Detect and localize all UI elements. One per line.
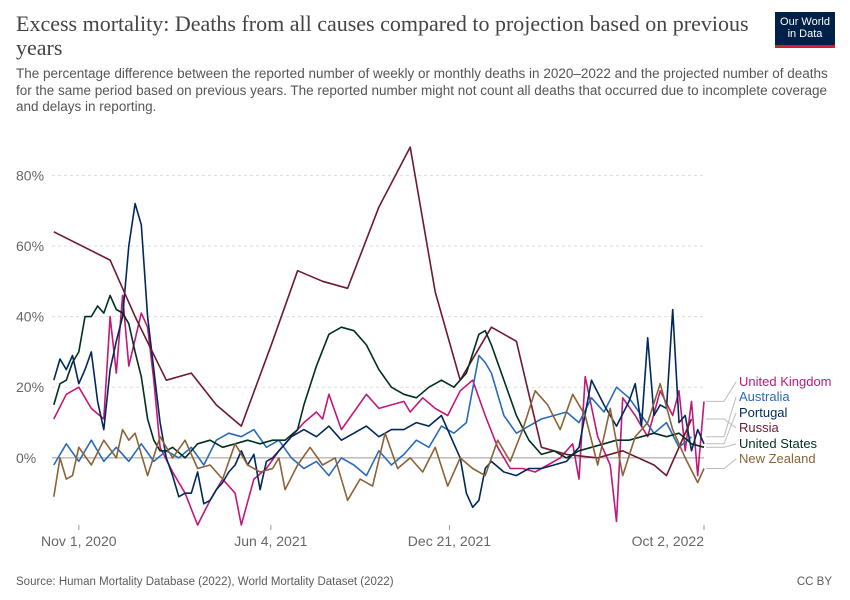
legend-label-united-kingdom: United Kingdom bbox=[739, 374, 832, 389]
y-tick-label: 40% bbox=[16, 309, 44, 325]
y-tick-label: 20% bbox=[16, 379, 44, 395]
legend-label-portugal: Portugal bbox=[739, 405, 788, 420]
series-line-russia bbox=[53, 146, 693, 477]
series-line-australia bbox=[53, 354, 693, 477]
y-tick-label: 0% bbox=[16, 450, 36, 466]
owid-logo[interactable]: Our World in Data bbox=[775, 12, 835, 48]
legend-connector bbox=[706, 418, 737, 429]
y-tick-label: 60% bbox=[16, 238, 44, 254]
x-tick-label: Oct 2, 2022 bbox=[632, 533, 705, 549]
logo-line-2: in Data bbox=[787, 28, 823, 40]
logo-line-1: Our World bbox=[780, 16, 830, 28]
series-line-new-zealand bbox=[53, 382, 705, 502]
chart-subtitle: The percentage difference between the re… bbox=[16, 66, 828, 114]
legend-connector bbox=[706, 443, 737, 448]
x-tick-label: Dec 21, 2021 bbox=[408, 533, 491, 549]
legend-label-australia: Australia bbox=[739, 389, 790, 404]
legend-connector bbox=[706, 381, 737, 402]
x-tick-label: Nov 1, 2020 bbox=[41, 533, 117, 549]
legend-connector bbox=[706, 396, 737, 438]
x-tick-label: Jun 4, 2021 bbox=[234, 533, 307, 549]
legend-connector bbox=[706, 458, 737, 469]
source-note: Source: Human Mortality Database (2022),… bbox=[16, 576, 394, 588]
legend-label-united-states: United States bbox=[739, 436, 818, 451]
y-tick-label: 80% bbox=[16, 167, 44, 183]
series-line-united-states bbox=[53, 294, 705, 459]
legend-label-new-zealand: New Zealand bbox=[739, 451, 816, 466]
license-link[interactable]: CC BY bbox=[796, 576, 832, 588]
legend-label-russia: Russia bbox=[739, 420, 780, 435]
legend-connector bbox=[706, 412, 737, 445]
line-chart: 0% 20% 40% 60% 80% Nov 1, 2020 Jun 4, 2021 Dec … bbox=[16, 146, 832, 549]
series-line-portugal bbox=[53, 202, 705, 509]
chart-title: Excess mortality: Deaths from all causes… bbox=[16, 11, 749, 60]
